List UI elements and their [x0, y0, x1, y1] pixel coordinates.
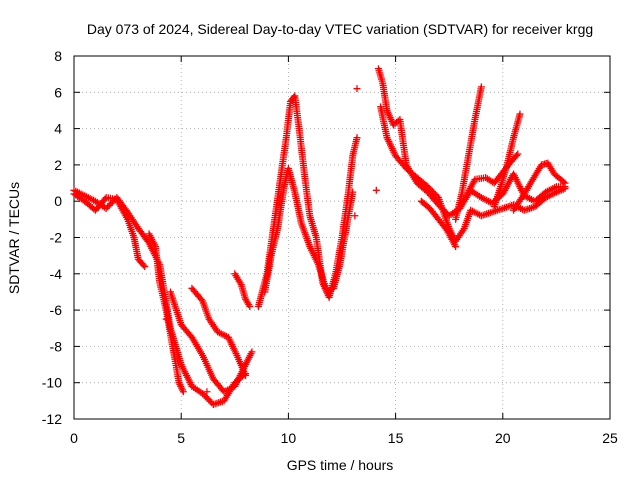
data-point-trace-b	[141, 263, 149, 271]
x-tick-label: 15	[388, 430, 404, 446]
y-axis-ticks: -12 -10 -8 -6 -4 -2 0 2 4 6 8	[42, 48, 610, 427]
data-point-trace-j	[424, 183, 432, 191]
data-point-trace-j	[433, 192, 441, 200]
data-point-trace-o	[452, 243, 460, 251]
data-point-trace-a	[206, 397, 214, 405]
data-point-trace-m	[561, 179, 569, 187]
data-point-isolated	[162, 315, 170, 323]
data-point-trace-j	[430, 189, 438, 197]
data-point-trace-d	[248, 348, 256, 356]
y-tick-label: -8	[50, 338, 63, 354]
data-point-trace-j	[425, 184, 433, 192]
x-tick-label: 10	[281, 430, 297, 446]
y-tick-label: 6	[54, 84, 62, 100]
y-tick-label: -4	[50, 266, 63, 282]
data-point-trace-a	[102, 204, 110, 212]
data-point-trace-e	[197, 295, 205, 303]
y-tick-label: 4	[54, 121, 62, 137]
chart-title: Day 073 of 2024, Sidereal Day-to-day VTE…	[87, 21, 593, 37]
data-point-trace-g	[353, 134, 361, 142]
x-tick-label: 25	[602, 430, 618, 446]
data-point-trace-m	[560, 178, 568, 186]
data-point-isolated	[203, 388, 211, 396]
data-point-trace-n	[514, 150, 522, 158]
y-axis-label: SDTVAR / TECUs	[6, 182, 22, 294]
data-point-trace-b	[139, 261, 147, 269]
data-point-isolated	[130, 234, 138, 241]
x-tick-label: 5	[177, 430, 185, 446]
x-axis-label: GPS time / hours	[287, 457, 394, 473]
data-point-isolated	[372, 186, 380, 194]
y-tick-label: 2	[54, 157, 62, 173]
data-point-trace-e	[242, 371, 250, 379]
data-point-trace-g	[290, 93, 298, 101]
data-point-trace-f	[246, 302, 254, 310]
y-tick-label: -2	[50, 230, 63, 246]
y-tick-label: -12	[42, 411, 62, 427]
data-point-trace-a	[199, 390, 207, 398]
x-tick-label: 20	[495, 430, 511, 446]
x-tick-label: 0	[70, 430, 78, 446]
data-point-trace-j	[428, 187, 436, 195]
data-point-trace-l	[516, 110, 524, 118]
x-axis-ticks: 0 5 10 15 20 25	[70, 56, 618, 446]
data-point-trace-j	[431, 190, 439, 198]
data-point-trace-a	[203, 394, 211, 402]
y-tick-label: -6	[50, 302, 63, 318]
y-tick-label: 0	[54, 193, 62, 209]
data-points	[70, 65, 569, 408]
y-tick-label: 8	[54, 48, 62, 64]
data-point-trace-j	[427, 186, 435, 194]
data-point-isolated	[353, 85, 361, 93]
data-point-trace-k	[477, 83, 485, 91]
data-point-trace-a	[205, 396, 213, 404]
data-point-trace-a	[202, 393, 210, 401]
data-point-trace-c	[179, 388, 187, 396]
data-point-isolated	[351, 212, 359, 220]
data-point-trace-a	[104, 203, 112, 211]
data-point-trace-n	[513, 151, 521, 159]
data-point-trace-h	[349, 188, 357, 196]
data-point-trace-b	[101, 195, 109, 203]
data-point-trace-a	[105, 201, 113, 209]
y-tick-label: -10	[42, 375, 62, 391]
